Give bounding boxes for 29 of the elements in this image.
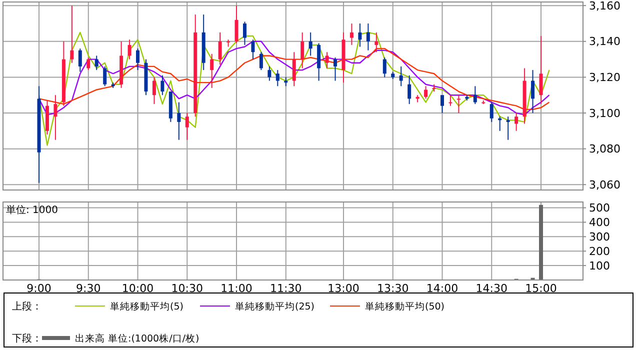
y-tick-label: 3,080 (589, 142, 620, 156)
x-tick-label: 9:00 (26, 282, 52, 295)
x-tick-label: 14:30 (476, 282, 508, 295)
x-tick-label: 14:00 (426, 282, 458, 295)
x-tick-label: 11:30 (270, 282, 302, 295)
x-tick-label: 10:00 (122, 282, 154, 295)
legend-title: 下段： (12, 332, 42, 344)
y-tick-label: 500 (589, 202, 610, 215)
x-tick-label: 11:00 (220, 282, 252, 295)
legend-label: 出来高 単位:(1000株/口/枚) (75, 332, 200, 344)
y-tick-label: 400 (589, 216, 610, 230)
y-tick-label: 200 (589, 244, 610, 258)
y-tick-label: 3,120 (589, 71, 620, 84)
y-tick-label: 3,060 (589, 178, 620, 192)
x-tick-label: 9:30 (76, 282, 101, 295)
y-tick-label: 100 (589, 259, 610, 272)
x-tick-label: 13:30 (377, 282, 409, 295)
x-tick-label: 13:00 (328, 282, 360, 295)
legend-label: 単純移動平均(25) (235, 300, 315, 312)
x-tick-label: 10:30 (171, 282, 203, 295)
legend-label: 単純移動平均(50) (365, 300, 445, 312)
y-tick-label: 3,140 (589, 35, 620, 48)
y-tick-label: 300 (589, 230, 610, 244)
y-tick-label: 3,160 (589, 0, 620, 12)
legend-title: 上段： (12, 300, 42, 312)
legend-label: 単純移動平均(5) (110, 300, 184, 312)
y-tick-label: 3,100 (589, 106, 620, 120)
x-tick-label: 15:00 (525, 282, 557, 295)
annotation: 単位: 1000 (6, 204, 58, 216)
